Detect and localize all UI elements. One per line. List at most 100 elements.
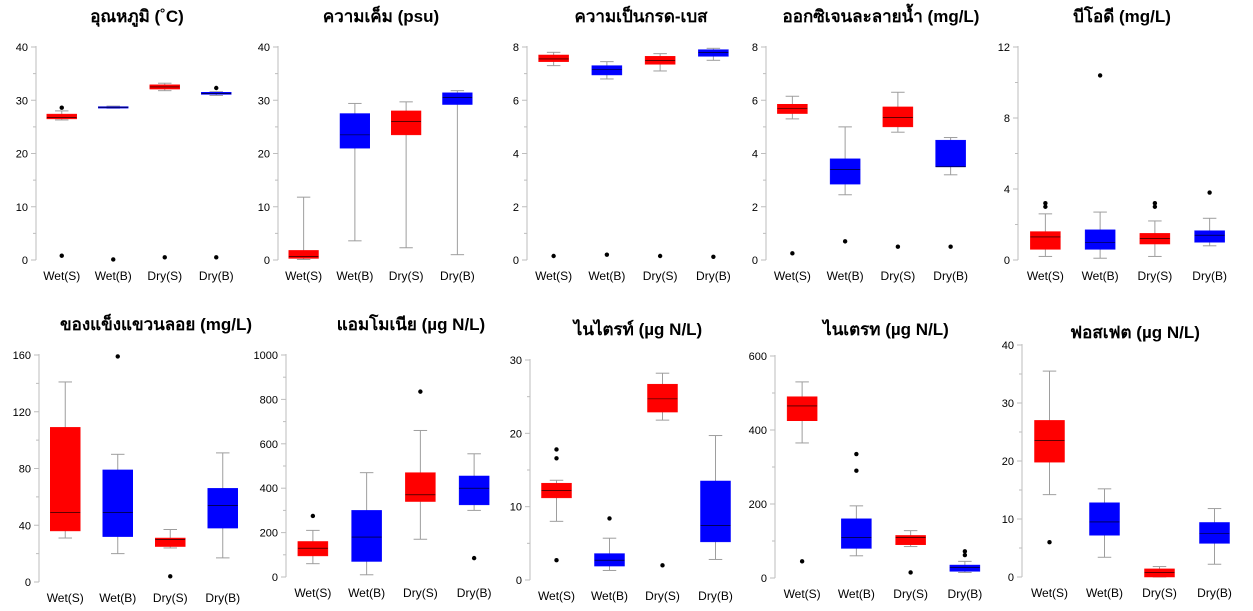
outlier-point bbox=[842, 239, 848, 244]
box-iqr bbox=[339, 113, 370, 149]
box-iqr bbox=[949, 564, 981, 572]
y-tick-label: 4 bbox=[1004, 184, 1010, 196]
box-iqr bbox=[351, 510, 382, 562]
y-tick-label: 20 bbox=[16, 149, 28, 161]
y-tick-label: 40 bbox=[1002, 340, 1014, 352]
outlier-point bbox=[962, 549, 968, 554]
y-tick-label: 0 bbox=[1008, 572, 1014, 584]
outlier-point bbox=[657, 253, 663, 259]
outlier-point bbox=[711, 254, 716, 260]
box-iqr bbox=[102, 469, 133, 537]
box-iqr bbox=[1084, 229, 1116, 250]
category-label: Dry(S) bbox=[643, 269, 678, 283]
category-label: Wet(B) bbox=[591, 589, 628, 603]
box-iqr bbox=[829, 158, 861, 185]
box-iqr bbox=[882, 106, 914, 128]
category-label: Dry(B) bbox=[205, 591, 240, 605]
outlier-point bbox=[168, 574, 173, 579]
box-iqr bbox=[1030, 231, 1061, 250]
box-iqr bbox=[841, 518, 872, 549]
y-tick-label: 200 bbox=[260, 528, 278, 540]
box-iqr bbox=[50, 427, 81, 532]
category-label: Wet(S) bbox=[784, 587, 821, 601]
box-plot-panel: ออกซิเจนละลายน้ำ (mg/L) 0 2 4 6 8 Wet(S) Wet(B)… bbox=[752, 3, 980, 283]
y-tick-label: 0 bbox=[264, 255, 270, 267]
category-label: Wet(S) bbox=[1027, 269, 1064, 283]
outlier-point bbox=[59, 253, 64, 258]
box-iqr bbox=[647, 383, 678, 413]
box-iqr bbox=[391, 110, 422, 136]
category-label: Dry(B) bbox=[1197, 586, 1232, 600]
box-iqr bbox=[700, 480, 731, 543]
box-iqr bbox=[777, 103, 808, 114]
box-plot-panel: บีโอดี (mg/L) 0 4 8 12 Wet(S) Wet(B) Dry(S) Dry(… bbox=[998, 6, 1227, 283]
category-label: Wet(B) bbox=[336, 269, 373, 283]
outlier-point bbox=[607, 516, 612, 521]
y-tick-label: 160 bbox=[13, 350, 31, 362]
y-tick-label: 20 bbox=[510, 428, 522, 440]
box-plot-panel: ไนเตรท (µg N/L) 0 200 400 600 Wet(S) Wet(B) Dry… bbox=[749, 319, 983, 601]
y-tick-label: 0 bbox=[25, 577, 31, 589]
y-tick-label: 4 bbox=[752, 149, 758, 161]
category-label: Wet(B) bbox=[1082, 269, 1119, 283]
y-tick-label: 0 bbox=[1004, 255, 1010, 267]
chart-title: ไนเตรท (µg N/L) bbox=[821, 319, 949, 339]
chart-title: ความเป็นกรด-เบส bbox=[575, 4, 709, 26]
category-label: Dry(S) bbox=[403, 586, 438, 600]
outlier-point bbox=[660, 563, 665, 568]
outlier-point bbox=[554, 447, 559, 452]
category-label: Wet(B) bbox=[588, 269, 625, 283]
chart-title: ของแข็งแขวนลอย (mg/L) bbox=[60, 312, 252, 334]
y-tick-label: 4 bbox=[513, 149, 519, 161]
box-iqr bbox=[594, 553, 625, 567]
box-iqr bbox=[207, 488, 238, 529]
y-tick-label: 6 bbox=[513, 95, 519, 107]
box-plot-panel: อุณหภูมิ (˚C) 0 10 20 30 40 Wet(S) Wet(B) Dry(S)… bbox=[16, 7, 234, 283]
y-tick-label: 30 bbox=[510, 355, 522, 367]
category-label: Dry(S) bbox=[881, 269, 916, 283]
outlier-point bbox=[895, 244, 901, 249]
y-tick-label: 0 bbox=[516, 575, 522, 587]
box-iqr bbox=[698, 49, 729, 57]
category-label: Wet(S) bbox=[538, 589, 575, 603]
y-tick-label: 0 bbox=[22, 255, 28, 267]
category-label: Wet(B) bbox=[348, 586, 385, 600]
category-label: Wet(B) bbox=[1086, 586, 1123, 600]
outlier-point bbox=[1207, 190, 1212, 195]
outlier-point bbox=[162, 255, 167, 260]
category-label: Dry(B) bbox=[457, 586, 492, 600]
category-label: Wet(S) bbox=[294, 586, 331, 600]
category-label: Wet(B) bbox=[99, 591, 136, 605]
category-label: Dry(S) bbox=[147, 269, 182, 283]
category-label: Wet(S) bbox=[43, 269, 80, 283]
chart-title: อุณหภูมิ (˚C) bbox=[90, 7, 184, 28]
box-iqr bbox=[895, 535, 926, 545]
y-tick-label: 12 bbox=[998, 42, 1010, 54]
outlier-point bbox=[1152, 201, 1158, 206]
y-tick-label: 0 bbox=[752, 255, 758, 267]
y-tick-label: 10 bbox=[510, 502, 522, 514]
box-iqr bbox=[46, 113, 77, 120]
y-tick-label: 8 bbox=[1004, 113, 1010, 125]
outlier-point bbox=[59, 105, 64, 110]
y-tick-label: 400 bbox=[749, 425, 767, 437]
chart-title: ความเค็ม (psu) bbox=[323, 4, 439, 26]
box-iqr bbox=[1089, 502, 1120, 536]
category-label: Wet(S) bbox=[774, 269, 811, 283]
outlier-point bbox=[962, 552, 968, 558]
chart-title: บีโอดี (mg/L) bbox=[1073, 6, 1171, 26]
outlier-point bbox=[554, 456, 559, 461]
box-iqr bbox=[935, 139, 966, 168]
outlier-point bbox=[1152, 204, 1158, 209]
y-tick-label: 30 bbox=[16, 95, 28, 107]
box-iqr bbox=[1034, 420, 1065, 463]
y-tick-label: 20 bbox=[1002, 456, 1014, 468]
box-iqr bbox=[405, 472, 436, 502]
y-tick-label: 800 bbox=[260, 394, 278, 406]
y-tick-label: 400 bbox=[260, 483, 278, 495]
category-label: Dry(B) bbox=[1192, 269, 1227, 283]
box-plot-panel: ไนไตรท์ (µg N/L) 0 10 20 30 Wet(S) Wet(B) Dry(S… bbox=[510, 319, 733, 603]
y-tick-label: 80 bbox=[19, 464, 31, 476]
